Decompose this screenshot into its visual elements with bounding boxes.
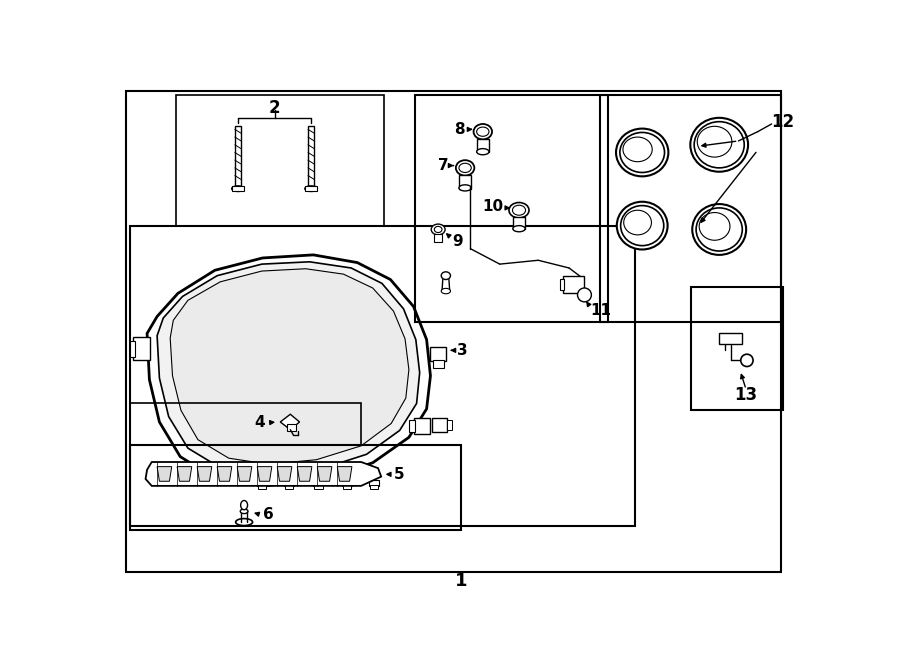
Polygon shape [170, 269, 409, 464]
Text: 2: 2 [269, 98, 281, 117]
Bar [133, 337, 150, 360]
Bar [313, 480, 323, 486]
Polygon shape [277, 467, 292, 481]
Bar [432, 418, 447, 432]
Bar [130, 225, 634, 526]
Bar [308, 126, 314, 187]
Bar [235, 126, 241, 187]
Bar [342, 480, 352, 486]
Ellipse shape [621, 206, 664, 246]
Ellipse shape [513, 225, 526, 232]
Bar [719, 333, 742, 344]
Bar [433, 360, 444, 368]
Text: 12: 12 [771, 112, 795, 131]
Bar [513, 217, 526, 229]
Bar [477, 139, 489, 153]
Ellipse shape [477, 127, 489, 136]
Bar [369, 480, 379, 486]
Polygon shape [257, 467, 272, 481]
Bar [258, 485, 266, 489]
Bar [430, 347, 446, 361]
Circle shape [741, 354, 753, 367]
Polygon shape [338, 467, 352, 481]
Text: 8: 8 [454, 122, 465, 137]
Polygon shape [177, 467, 192, 481]
Ellipse shape [698, 126, 732, 157]
Text: 3: 3 [457, 343, 468, 358]
Ellipse shape [240, 500, 248, 510]
Bar [305, 186, 318, 191]
Bar [690, 288, 783, 410]
Ellipse shape [690, 118, 748, 172]
Ellipse shape [512, 205, 526, 215]
Bar [599, 95, 781, 322]
Ellipse shape [624, 210, 652, 235]
Ellipse shape [232, 186, 244, 191]
Bar [562, 276, 584, 293]
Bar [370, 485, 378, 489]
Bar [257, 480, 267, 486]
Bar [285, 485, 293, 489]
Bar [447, 420, 452, 430]
Bar [232, 186, 244, 191]
Bar [130, 445, 461, 529]
Ellipse shape [459, 163, 472, 173]
Polygon shape [197, 467, 211, 481]
Bar [435, 234, 442, 242]
Bar [343, 485, 351, 489]
Ellipse shape [305, 186, 318, 191]
Polygon shape [158, 262, 419, 475]
Ellipse shape [236, 519, 253, 525]
Ellipse shape [473, 124, 492, 139]
Ellipse shape [240, 509, 248, 514]
Text: 6: 6 [263, 507, 274, 522]
Text: 4: 4 [255, 415, 265, 430]
Text: 13: 13 [734, 386, 758, 404]
Ellipse shape [509, 202, 529, 218]
Ellipse shape [694, 122, 744, 168]
Bar [130, 341, 135, 356]
Bar [130, 403, 361, 445]
Text: 10: 10 [482, 199, 504, 214]
Polygon shape [280, 414, 300, 430]
Polygon shape [146, 462, 382, 486]
Ellipse shape [441, 272, 451, 280]
Ellipse shape [692, 204, 746, 255]
Ellipse shape [620, 132, 664, 173]
Ellipse shape [623, 137, 652, 162]
Bar [560, 279, 564, 290]
Polygon shape [297, 467, 312, 481]
Bar [176, 95, 384, 225]
Bar [413, 418, 430, 434]
Ellipse shape [477, 149, 489, 155]
Text: 5: 5 [394, 467, 405, 482]
Ellipse shape [431, 224, 446, 235]
Text: 9: 9 [452, 233, 463, 249]
Ellipse shape [441, 288, 451, 293]
Ellipse shape [435, 226, 442, 233]
Ellipse shape [616, 202, 668, 249]
Polygon shape [238, 467, 252, 481]
Bar [415, 95, 608, 322]
Bar [314, 485, 323, 489]
Text: 7: 7 [437, 158, 448, 173]
Bar [284, 480, 294, 486]
Text: 1: 1 [455, 572, 467, 590]
Polygon shape [217, 467, 232, 481]
Ellipse shape [459, 185, 472, 191]
Ellipse shape [456, 160, 474, 176]
Bar [409, 420, 415, 432]
Ellipse shape [696, 208, 742, 251]
Ellipse shape [699, 213, 730, 240]
Polygon shape [318, 467, 332, 481]
Bar [459, 175, 472, 188]
Ellipse shape [616, 129, 669, 176]
Polygon shape [158, 467, 172, 481]
Circle shape [578, 288, 591, 302]
Text: 11: 11 [590, 303, 611, 318]
Polygon shape [147, 255, 430, 486]
Bar [287, 424, 296, 431]
